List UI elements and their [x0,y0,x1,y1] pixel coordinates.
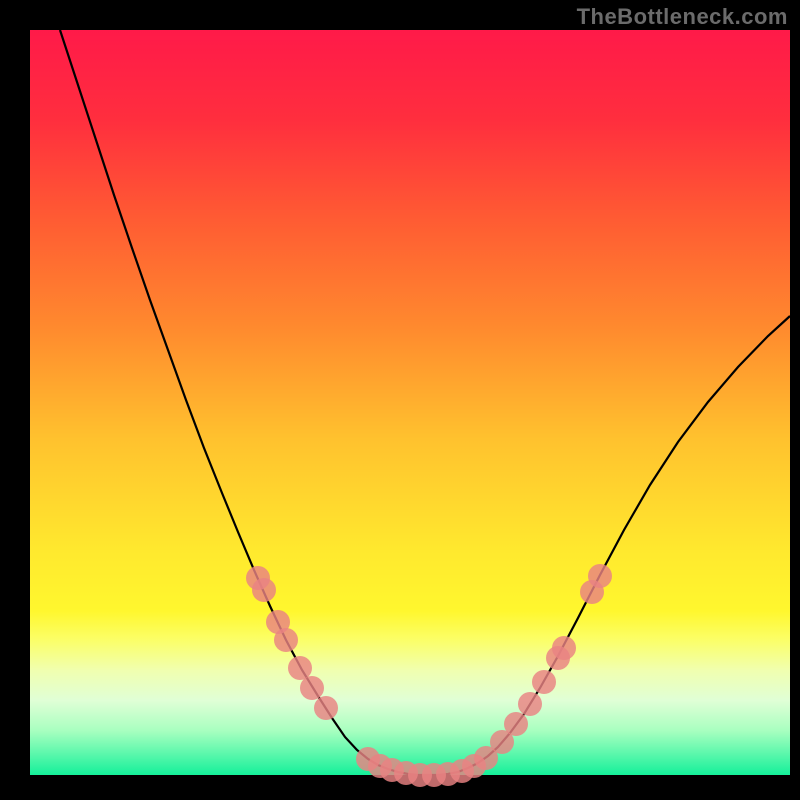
plot-background [30,30,790,775]
scatter-point [314,696,338,720]
scatter-point [518,692,542,716]
scatter-point [532,670,556,694]
scatter-point [274,628,298,652]
scatter-point [288,656,312,680]
scatter-point [504,712,528,736]
scatter-point [588,564,612,588]
scatter-point [552,636,576,660]
scatter-point [300,676,324,700]
plot-svg [0,0,800,800]
chart-container: TheBottleneck.com [0,0,800,800]
scatter-point [252,578,276,602]
